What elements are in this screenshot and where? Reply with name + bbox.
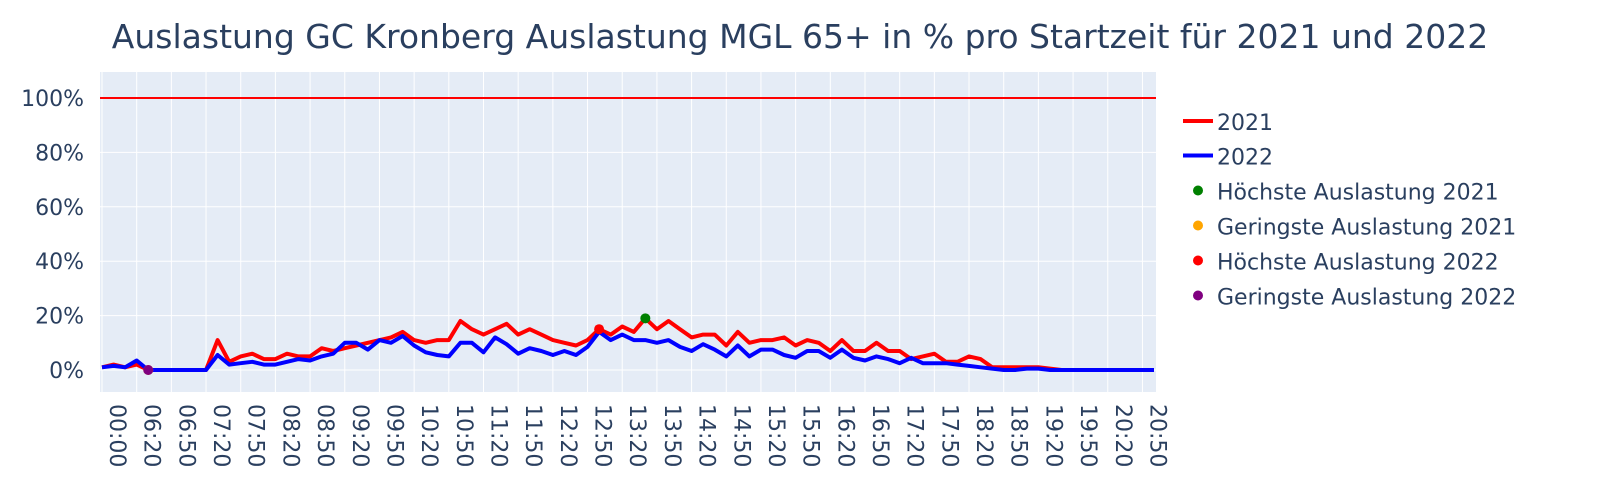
legend-label: Höchste Auslastung 2022: [1217, 251, 1499, 276]
y-tick-label: 0%: [49, 359, 84, 384]
marker-point-2: [594, 324, 605, 335]
series-line-2021: [101, 316, 1154, 372]
x-tick-label: 11:50: [520, 404, 545, 467]
x-tick-label: 10:50: [451, 404, 476, 467]
x-tick-label: 11:20: [485, 404, 510, 467]
x-tick-label: 18:50: [1006, 404, 1031, 467]
y-tick-label: 20%: [35, 305, 84, 330]
x-tick-label: 07:50: [243, 404, 268, 467]
y-tick-label: 40%: [35, 250, 84, 275]
x-tick-label: 08:20: [277, 404, 302, 467]
legend-marker-1: [1193, 220, 1203, 231]
x-tick-label: 14:50: [728, 404, 753, 467]
chart-title: Auslastung GC Kronberg Auslastung MGL 65…: [112, 17, 1488, 56]
legend-marker-0: [1193, 185, 1203, 196]
x-tick-label: 19:50: [1075, 404, 1100, 467]
x-tick-label: 17:50: [936, 404, 961, 467]
x-tick-label: 17:20: [902, 404, 927, 467]
x-tick-label: 10:20: [416, 404, 441, 467]
x-tick-label: 12:20: [555, 404, 580, 467]
legend-label: Höchste Auslastung 2021: [1217, 181, 1499, 206]
x-tick-label: 20:20: [1110, 404, 1135, 467]
series-line-2022: [101, 329, 1154, 372]
x-tick-label: 09:50: [381, 404, 406, 467]
x-tick-label: 00:00: [104, 404, 129, 467]
x-axis-ticks: 00:00 06:20 06:50 07:20 07:50 08:20 08:50 09:20…: [104, 404, 1169, 467]
x-tick-label: 20:50: [1144, 404, 1169, 467]
marker-point-0: [640, 313, 651, 324]
y-tick-label: 60%: [35, 196, 84, 221]
x-tick-label: 19:20: [1040, 404, 1065, 467]
x-tick-label: 09:20: [347, 404, 372, 467]
x-tick-label: 16:50: [867, 404, 892, 467]
legend-marker-3: [1193, 290, 1203, 301]
legend-label: Geringste Auslastung 2021: [1217, 216, 1516, 241]
x-tick-label: 06:20: [139, 404, 164, 467]
x-tick-label: 15:50: [798, 404, 823, 467]
series-lines: [101, 316, 1154, 372]
x-tick-label: 18:20: [971, 404, 996, 467]
marker-point-3: [143, 365, 154, 375]
x-tick-label: 07:20: [208, 404, 233, 467]
legend-label: 2021: [1217, 111, 1273, 136]
legend-label: 2022: [1217, 146, 1273, 171]
x-tick-label: 08:50: [312, 404, 337, 467]
extreme-markers: [143, 313, 651, 375]
legend-marker-2: [1193, 255, 1203, 266]
legend-label: Geringste Auslastung 2022: [1217, 286, 1516, 311]
x-tick-label: 14:20: [694, 404, 719, 467]
y-tick-label: 100%: [21, 87, 84, 112]
x-tick-label: 15:20: [763, 404, 788, 467]
x-tick-label: 06:50: [173, 404, 198, 467]
legend[interactable]: 2021 2022 Höchste Auslastung 2021 Geringste…: [1183, 111, 1516, 311]
x-tick-label: 16:20: [832, 404, 857, 467]
y-tick-label: 80%: [35, 141, 84, 166]
y-axis-ticks: 0% 20% 40% 60% 80% 100%: [21, 87, 84, 384]
plot-area: [100, 72, 1156, 392]
x-tick-label: 13:20: [624, 404, 649, 467]
x-tick-label: 12:50: [590, 404, 615, 467]
x-tick-label: 13:50: [659, 404, 684, 467]
